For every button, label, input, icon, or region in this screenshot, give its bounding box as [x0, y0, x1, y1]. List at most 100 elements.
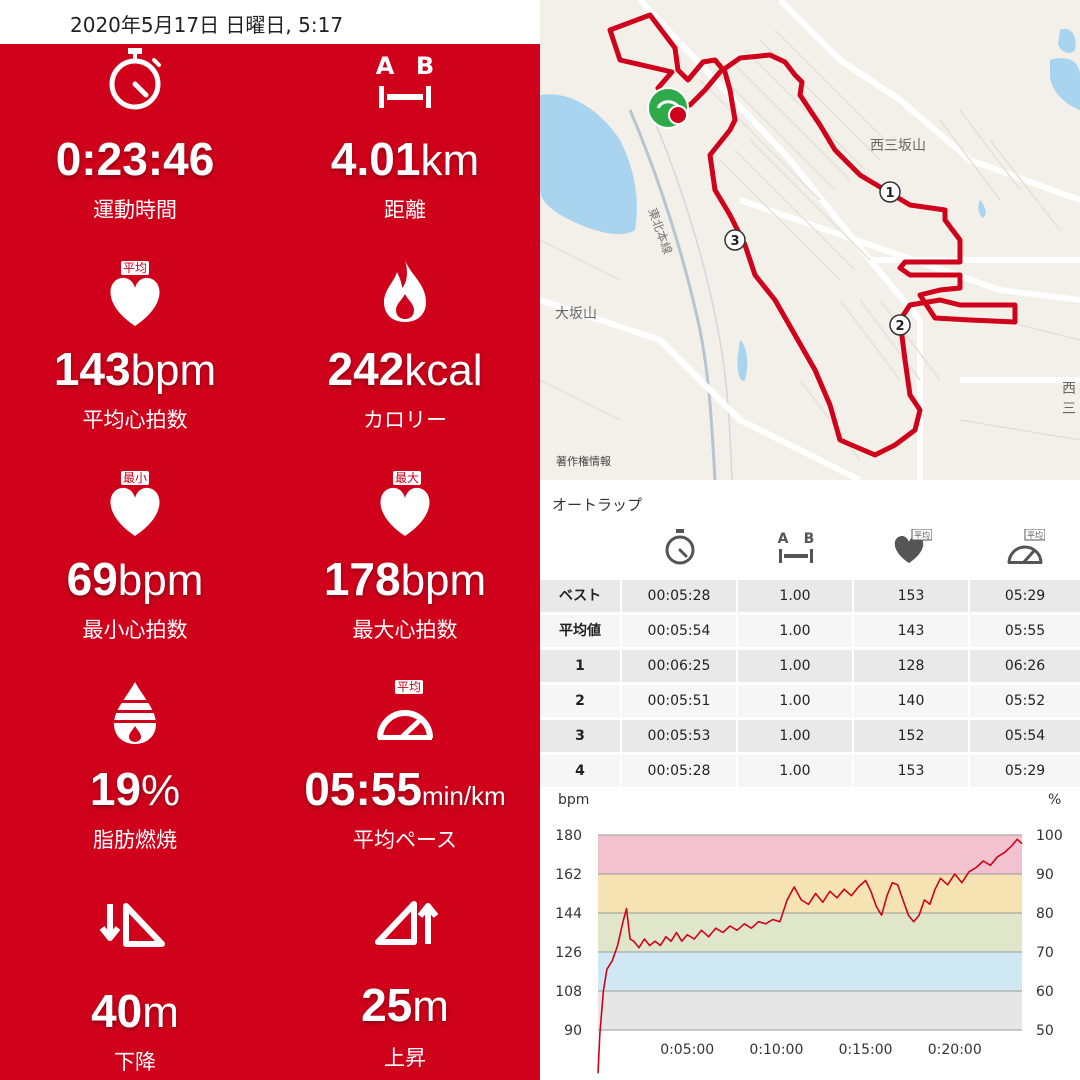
stat-unit: kcal: [404, 346, 483, 395]
stat-label: 運動時間: [93, 198, 177, 222]
stat-distance[interactable]: A B 4.01km 距離: [270, 44, 540, 254]
auto-lap-table: オートラップ A B 平均: [540, 480, 1080, 790]
x-tick-label: 0:15:00: [839, 1042, 893, 1058]
stat-unit: bpm: [117, 556, 204, 605]
lap-distance: 1.00: [738, 685, 852, 717]
icon-letter-b: B: [416, 52, 434, 80]
lap-heart-rate: 152: [854, 720, 968, 752]
lap-row[interactable]: 2 00:05:51 1.00 140 05:52: [540, 685, 1080, 719]
lap-row-best[interactable]: ベスト 00:05:28 1.00 153 05:29: [540, 580, 1080, 614]
stat-unit: m: [142, 988, 179, 1037]
lap-row-label: 4: [540, 755, 620, 787]
lap-pace: 05:55: [970, 615, 1080, 647]
maximum-badge: 最大: [393, 471, 422, 485]
place-label: 大坂山: [555, 306, 597, 322]
lap-time: 00:05:28: [622, 755, 736, 787]
lap-time: 00:05:28: [622, 580, 736, 612]
stopwatch-icon: [665, 529, 695, 565]
minimum-badge: 最小: [121, 471, 150, 485]
lap-heart-rate: 153: [854, 580, 968, 612]
lap-pace: 06:26: [970, 650, 1080, 682]
stat-maximum-heart-rate[interactable]: 最大 178bpm 最大心拍数: [270, 464, 540, 674]
lap-row-label: 2: [540, 685, 620, 717]
distance-ab-icon: A B: [376, 52, 434, 108]
x-tick-label: 0:05:00: [660, 1042, 714, 1058]
stat-value: 69: [66, 553, 118, 605]
heart-rate-zone: [598, 835, 1022, 874]
lap-row-label: ベスト: [540, 580, 620, 612]
stat-value: 05:55: [304, 763, 422, 815]
heart-rate-line: [597, 838, 1023, 1074]
lap-time: 00:06:25: [622, 650, 736, 682]
stat-descent[interactable]: 40m 下降: [0, 884, 270, 1080]
heart-icon: [110, 487, 160, 536]
workout-datetime: 2020年5月17日 日曜日, 5:17: [70, 13, 344, 37]
stat-minimum-heart-rate[interactable]: 最小 69bpm 最小心拍数: [0, 464, 270, 674]
lap-marker-3: 3: [730, 234, 739, 249]
lap-pace: 05:54: [970, 720, 1080, 752]
average-badge: 平均: [121, 261, 150, 275]
stat-value: 0:23:46: [55, 133, 215, 185]
fat-burn-drop-icon: [112, 682, 158, 744]
stat-value: 4.01: [330, 133, 421, 185]
lap-row-average[interactable]: 平均値 00:05:54 1.00 143 05:55: [540, 615, 1080, 649]
lap-heart-rate: 143: [854, 615, 968, 647]
map-copyright-link[interactable]: 著作権情報: [556, 455, 611, 468]
stat-value: 40: [91, 985, 143, 1037]
lap-row-label: 平均値: [540, 615, 620, 647]
lap-distance: 1.00: [738, 755, 852, 787]
y-tick-label-left: 180: [555, 828, 582, 844]
stat-ascent[interactable]: 25m 上昇: [270, 884, 540, 1080]
y-tick-label-left: 144: [555, 906, 582, 922]
y-tick-label-left: 162: [555, 867, 582, 883]
y-axis-label-left: bpm: [558, 792, 589, 808]
lap-distance: 1.00: [738, 650, 852, 682]
place-label: 西三: [1062, 381, 1076, 417]
icon-letter-a: A: [778, 531, 789, 547]
ascent-icon: [375, 901, 439, 945]
lap-row[interactable]: 3 00:05:53 1.00 152 05:54: [540, 720, 1080, 754]
stat-label: 最小心拍数: [82, 618, 188, 642]
y-tick-label-right: 90: [1036, 867, 1054, 883]
stat-label: 距離: [384, 198, 426, 222]
stat-unit: bpm: [400, 556, 487, 605]
lap-row[interactable]: 1 00:06:25 1.00 128 06:26: [540, 650, 1080, 684]
route-map[interactable]: 1 2 3 東北本線 西三坂山 大坂山 西三 著作権情報: [540, 0, 1080, 480]
lap-distance: 1.00: [738, 720, 852, 752]
lap-heart-rate: 153: [854, 755, 968, 787]
heart-rate-zone: [598, 874, 1022, 913]
y-tick-label-right: 60: [1036, 984, 1054, 1000]
stat-value: 178: [323, 553, 401, 605]
stat-average-pace[interactable]: 平均 05:55min/km 平均ペース: [270, 674, 540, 884]
stat-average-heart-rate[interactable]: 平均 143bpm 平均心拍数: [0, 254, 270, 464]
map-canvas: 1 2 3 東北本線: [540, 0, 1080, 480]
lap-pace: 05:52: [970, 685, 1080, 717]
y-axis-label-right: %: [1048, 792, 1061, 808]
heart-rate-chart[interactable]: 180 100 162 90 144 80 126 70 108 60 90 50 bpm% 0:05:0…: [540, 790, 1080, 1080]
stat-duration[interactable]: 0:23:46 運動時間: [0, 44, 270, 254]
stat-unit: min/km: [421, 781, 506, 811]
heart-icon: [110, 277, 160, 326]
stat-label: 最大心拍数: [352, 618, 458, 642]
y-tick-label-left: 108: [555, 984, 582, 1000]
stat-label: 上昇: [384, 1046, 426, 1070]
y-tick-label-right: 100: [1036, 828, 1063, 844]
y-tick-label-right: 80: [1036, 906, 1054, 922]
stopwatch-icon: [109, 48, 161, 110]
lap-row[interactable]: 4 00:05:28 1.00 153 05:29: [540, 755, 1080, 789]
y-tick-label-left: 126: [555, 945, 582, 961]
average-badge: 平均: [914, 530, 930, 540]
stat-calories[interactable]: 242kcal カロリー: [270, 254, 540, 464]
lap-table-header: A B 平均 平均: [540, 525, 1080, 570]
stat-unit: m: [412, 982, 449, 1031]
stat-fat-burn[interactable]: 19% 脂肪燃焼: [0, 674, 270, 884]
start-marker-icon: [647, 87, 689, 129]
speedometer-icon: [377, 710, 433, 740]
stat-value: 25: [361, 979, 413, 1031]
lap-time: 00:05:51: [622, 685, 736, 717]
y-tick-label-right: 70: [1036, 945, 1054, 961]
lap-marker-1: 1: [885, 186, 894, 201]
flame-icon: [384, 260, 426, 322]
icon-letter-b: B: [804, 531, 815, 547]
y-tick-label-right: 50: [1036, 1023, 1054, 1039]
